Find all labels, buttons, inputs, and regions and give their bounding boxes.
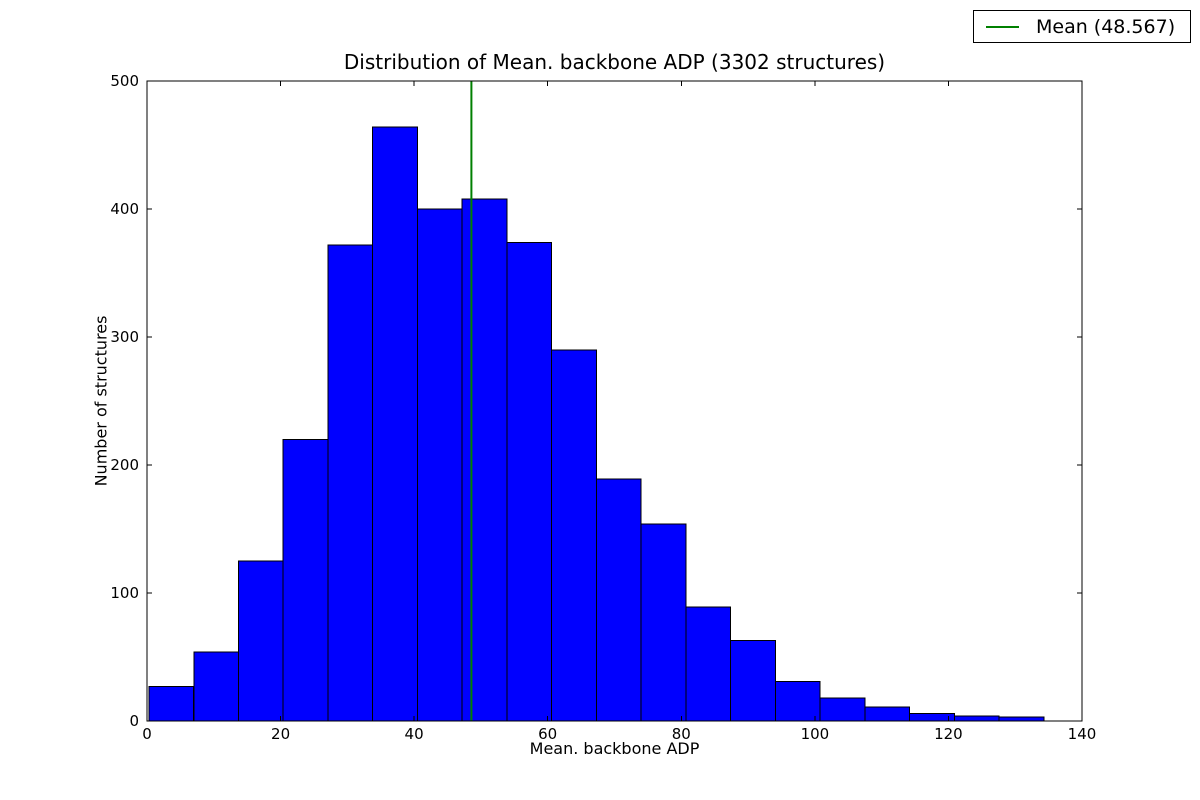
legend-label: Mean (48.567) (1036, 15, 1176, 38)
mean-line-swatch-icon (986, 25, 1019, 28)
x-tick-label: 60 (538, 725, 557, 743)
plot-border (146, 80, 1083, 722)
legend: Mean (48.567) (973, 10, 1191, 43)
x-tick-label: 120 (934, 725, 963, 743)
y-tick-label: 100 (110, 584, 139, 602)
histogram-bar (640, 523, 687, 722)
x-tick-label: 0 (142, 725, 152, 743)
x-tick-label: 140 (1068, 725, 1097, 743)
histogram-bar (193, 651, 240, 722)
histogram-bar (148, 685, 195, 722)
histogram-bar (596, 478, 642, 722)
y-tick-label: 300 (110, 328, 139, 346)
y-tick-label: 200 (110, 456, 139, 474)
x-tick-label: 20 (271, 725, 290, 743)
histogram-bar (685, 606, 732, 722)
histogram-bar (909, 712, 955, 722)
histogram-bar (819, 697, 866, 722)
chart-title: Distribution of Mean. backbone ADP (3302… (343, 50, 886, 74)
y-tick-label: 0 (129, 712, 139, 730)
histogram-bar (417, 208, 463, 722)
histogram-bar (282, 438, 329, 722)
y-axis-label: Number of structures (91, 315, 111, 487)
histogram-bar (506, 241, 553, 722)
histogram-bar (864, 706, 911, 722)
histogram-bar (730, 639, 776, 722)
histogram-bar (238, 560, 284, 722)
histogram-bar (461, 198, 508, 722)
histogram-bar (953, 715, 1000, 722)
x-tick-label: 80 (672, 725, 691, 743)
x-tick-label: 100 (801, 725, 830, 743)
x-tick-label: 40 (405, 725, 424, 743)
y-tick-label: 400 (110, 200, 139, 218)
y-tick-label: 500 (110, 72, 139, 90)
histogram-bar (998, 716, 1045, 722)
histogram-bar (551, 349, 597, 722)
histogram-bar (327, 244, 374, 722)
histogram-bar (775, 680, 821, 722)
x-axis-label: Mean. backbone ADP (529, 739, 700, 758)
histogram-bar (372, 126, 418, 722)
